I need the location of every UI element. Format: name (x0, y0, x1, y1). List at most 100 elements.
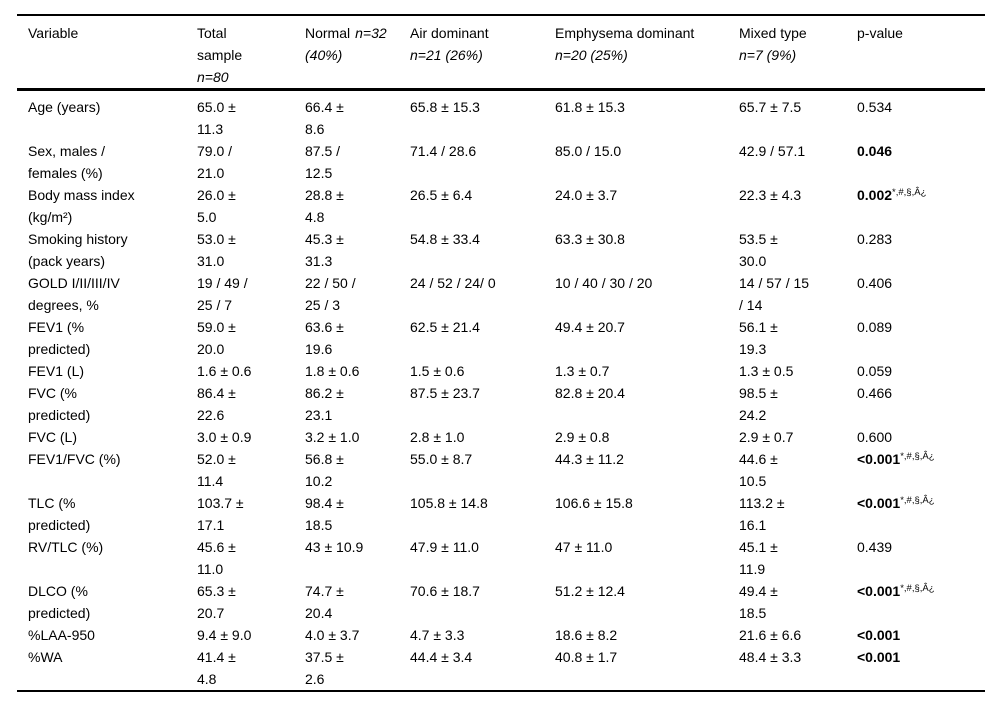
row-value-cell: 55.0 ± 8.7 (410, 451, 473, 467)
header-text: Air dominant (410, 25, 489, 41)
p-value-text: <0.001 (857, 583, 901, 599)
p-value-text: 0.059 (857, 363, 893, 379)
table-row: FEV1 (L) 1.6 ± 0.6 1.8 ± 0.6 1.5 ± 0.6 1.3 ±… (17, 360, 985, 382)
row-value-cell: 113.2 ± 16.1 (739, 495, 785, 533)
table-row: FEV1 (% predicted) 59.0 ± 20.0 63.6 ± 19.6… (17, 316, 985, 360)
row-p-value-cell: 0.059 (857, 360, 985, 382)
table-row: DLCO (% predicted) 65.3 ± 20.7 74.7 ± 20.4… (17, 580, 985, 624)
table-header: Variable Total sample n=80 Normal n=32 (40%… (17, 15, 985, 91)
p-value-text: <0.001 (857, 451, 901, 467)
row-variable-label: %LAA-950 (28, 627, 95, 643)
row-value-cell: 82.8 ± 20.4 (555, 385, 625, 401)
table-row: RV/TLC (%) 45.6 ± 11.0 43 ± 10.9 47.9 ± 11.… (17, 536, 985, 580)
row-variable-label: FVC (% predicted) (28, 385, 91, 423)
row-value-cell: 103.7 ± 17.1 (197, 495, 244, 533)
row-p-value-cell: 0.439 (857, 536, 985, 580)
column-header-total-sample: Total sample n=80 (197, 15, 305, 91)
table-row: FEV1/FVC (%) 52.0 ± 11.4 56.8 ± 10.2 55.0 ±… (17, 448, 985, 492)
p-value-text: 0.283 (857, 231, 893, 247)
header-n-line: n=80 (197, 69, 229, 85)
column-header-normal: Normal n=32 (40%) (305, 15, 410, 91)
row-value-cell: 87.5 / 12.5 (305, 143, 341, 181)
row-p-value-cell: 0.466 (857, 382, 985, 426)
row-value-cell: 65.3 ± 20.7 (197, 583, 236, 621)
row-variable-label: DLCO (% predicted) (28, 583, 91, 621)
p-value-superscript: *,#,§,Â¿ (892, 187, 927, 198)
row-p-value-cell: 0.046 (857, 140, 985, 184)
header-text: Emphysema dominant (555, 25, 695, 41)
row-value-cell: 65.0 ± 11.3 (197, 99, 236, 137)
row-value-cell: 87.5 ± 23.7 (410, 385, 480, 401)
row-variable-label: FEV1/FVC (%) (28, 451, 121, 467)
row-value-cell: 98.5 ± 24.2 (739, 385, 778, 423)
row-value-cell: 61.8 ± 15.3 (555, 99, 625, 115)
characteristics-table: Variable Total sample n=80 Normal n=32 (40%… (17, 14, 985, 692)
row-variable-label: FVC (L) (28, 429, 77, 445)
row-variable-label: FEV1 (L) (28, 363, 85, 379)
row-value-cell: 53.5 ± 30.0 (739, 231, 778, 269)
row-value-cell: 4.0 ± 3.7 (305, 627, 360, 643)
row-p-value-cell: 0.089 (857, 316, 985, 360)
row-p-value-cell: <0.001 (857, 646, 985, 691)
row-value-cell: 56.1 ± 19.3 (739, 319, 778, 357)
table-row: FVC (% predicted) 86.4 ± 22.6 86.2 ± 23.1 8… (17, 382, 985, 426)
row-value-cell: 47 ± 11.0 (555, 539, 613, 555)
row-value-cell: 49.4 ± 20.7 (555, 319, 625, 335)
row-value-cell: 1.3 ± 0.7 (555, 363, 610, 379)
p-value-text: 0.600 (857, 429, 893, 445)
header-text: Total sample (197, 25, 243, 63)
table-row: GOLD I/II/III/IV degrees, % 19 / 49 / 25 … (17, 272, 985, 316)
row-value-cell: 1.3 ± 0.5 (739, 363, 794, 379)
column-header-p-value: p-value (857, 15, 985, 91)
row-variable-label: RV/TLC (%) (28, 539, 104, 555)
p-value-superscript: *,#,§,Â¿ (900, 495, 935, 506)
table-row: TLC (% predicted) 103.7 ± 17.1 98.4 ± 18.5… (17, 492, 985, 536)
row-value-cell: 44.4 ± 3.4 (410, 649, 473, 665)
row-value-cell: 37.5 ± 2.6 (305, 649, 344, 687)
row-value-cell: 74.7 ± 20.4 (305, 583, 344, 621)
row-value-cell: 65.7 ± 7.5 (739, 99, 802, 115)
row-value-cell: 24.0 ± 3.7 (555, 187, 618, 203)
row-variable-label: FEV1 (% predicted) (28, 319, 91, 357)
row-value-cell: 79.0 / 21.0 (197, 143, 233, 181)
row-value-cell: 19 / 49 / 25 / 7 (197, 275, 248, 313)
header-n-inline: n=32 (355, 25, 387, 41)
header-text: p-value (857, 25, 903, 41)
row-value-cell: 42.9 / 57.1 (739, 143, 806, 159)
row-value-cell: 49.4 ± 18.5 (739, 583, 778, 621)
document-page: Variable Total sample n=80 Normal n=32 (40%… (17, 14, 985, 692)
row-value-cell: 26.5 ± 6.4 (410, 187, 473, 203)
table-body: Age (years) 65.0 ± 11.3 66.4 ± 8.6 65.8 ± 1… (17, 90, 985, 692)
row-value-cell: 24 / 52 / 24/ 0 (410, 275, 496, 291)
p-value-text: 0.046 (857, 143, 893, 159)
row-value-cell: 54.8 ± 33.4 (410, 231, 480, 247)
row-p-value-cell: <0.001*,#,§,Â¿ (857, 448, 985, 492)
row-variable-label: Sex, males / females (%) (28, 143, 106, 181)
column-header-air-dominant: Air dominant n=21 (26%) (410, 15, 555, 91)
row-value-cell: 59.0 ± 20.0 (197, 319, 236, 357)
header-n-line: (40%) (305, 47, 343, 63)
row-value-cell: 45.6 ± 11.0 (197, 539, 236, 577)
table-row: FVC (L) 3.0 ± 0.9 3.2 ± 1.0 2.8 ± 1.0 2.9 ± … (17, 426, 985, 448)
row-value-cell: 66.4 ± 8.6 (305, 99, 344, 137)
row-value-cell: 63.6 ± 19.6 (305, 319, 344, 357)
header-n-line: n=7 (9%) (739, 47, 797, 63)
row-value-cell: 21.6 ± 6.6 (739, 627, 802, 643)
row-value-cell: 45.1 ± 11.9 (739, 539, 778, 577)
row-value-cell: 45.3 ± 31.3 (305, 231, 344, 269)
row-value-cell: 10 / 40 / 30 / 20 (555, 275, 653, 291)
table-row: Body mass index (kg/m²) 26.0 ± 5.0 28.8 ± … (17, 184, 985, 228)
header-n-line: n=21 (26%) (410, 47, 483, 63)
row-value-cell: 2.8 ± 1.0 (410, 429, 465, 445)
row-value-cell: 105.8 ± 14.8 (410, 495, 488, 511)
row-value-cell: 44.6 ± 10.5 (739, 451, 778, 489)
column-header-variable: Variable (17, 15, 197, 91)
p-value-text: 0.002 (857, 187, 893, 203)
row-value-cell: 86.2 ± 23.1 (305, 385, 344, 423)
p-value-text: 0.406 (857, 275, 893, 291)
row-value-cell: 86.4 ± 22.6 (197, 385, 236, 423)
row-value-cell: 53.0 ± 31.0 (197, 231, 236, 269)
row-variable-label: GOLD I/II/III/IV degrees, % (28, 275, 120, 313)
header-row: Variable Total sample n=80 Normal n=32 (40%… (17, 15, 985, 91)
row-value-cell: 43 ± 10.9 (305, 539, 364, 555)
